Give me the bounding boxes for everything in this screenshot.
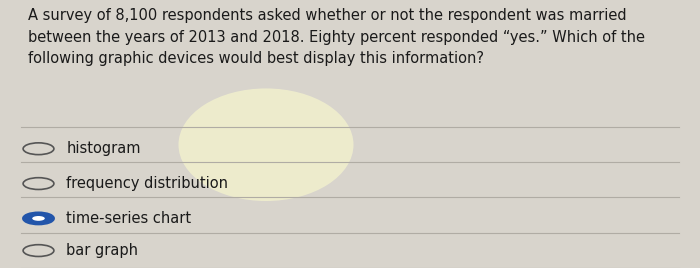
Text: histogram: histogram <box>66 141 141 156</box>
Circle shape <box>23 178 54 189</box>
Circle shape <box>23 213 54 224</box>
Text: A survey of 8,100 respondents asked whether or not the respondent was married
be: A survey of 8,100 respondents asked whet… <box>28 8 645 66</box>
Text: frequency distribution: frequency distribution <box>66 176 228 191</box>
Text: bar graph: bar graph <box>66 243 139 258</box>
Text: time-series chart: time-series chart <box>66 211 192 226</box>
Circle shape <box>32 216 45 221</box>
Circle shape <box>23 143 54 155</box>
Ellipse shape <box>178 88 354 201</box>
Circle shape <box>23 245 54 256</box>
